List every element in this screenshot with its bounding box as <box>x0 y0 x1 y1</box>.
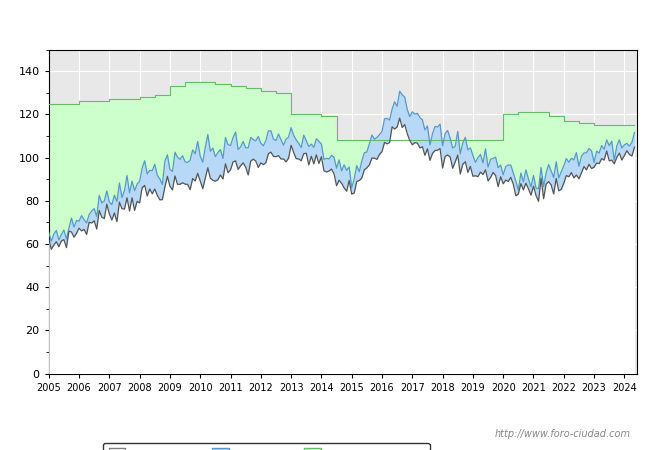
Text: Pujalt - Evolucion de la poblacion en edad de Trabajar Mayo de 2024: Pujalt - Evolucion de la poblacion en ed… <box>96 17 554 30</box>
Legend: Ocupados, Parados, Hab. entre 16-64: Ocupados, Parados, Hab. entre 16-64 <box>103 443 430 450</box>
Text: http://www.foro-ciudad.com: http://www.foro-ciudad.com <box>495 429 630 439</box>
